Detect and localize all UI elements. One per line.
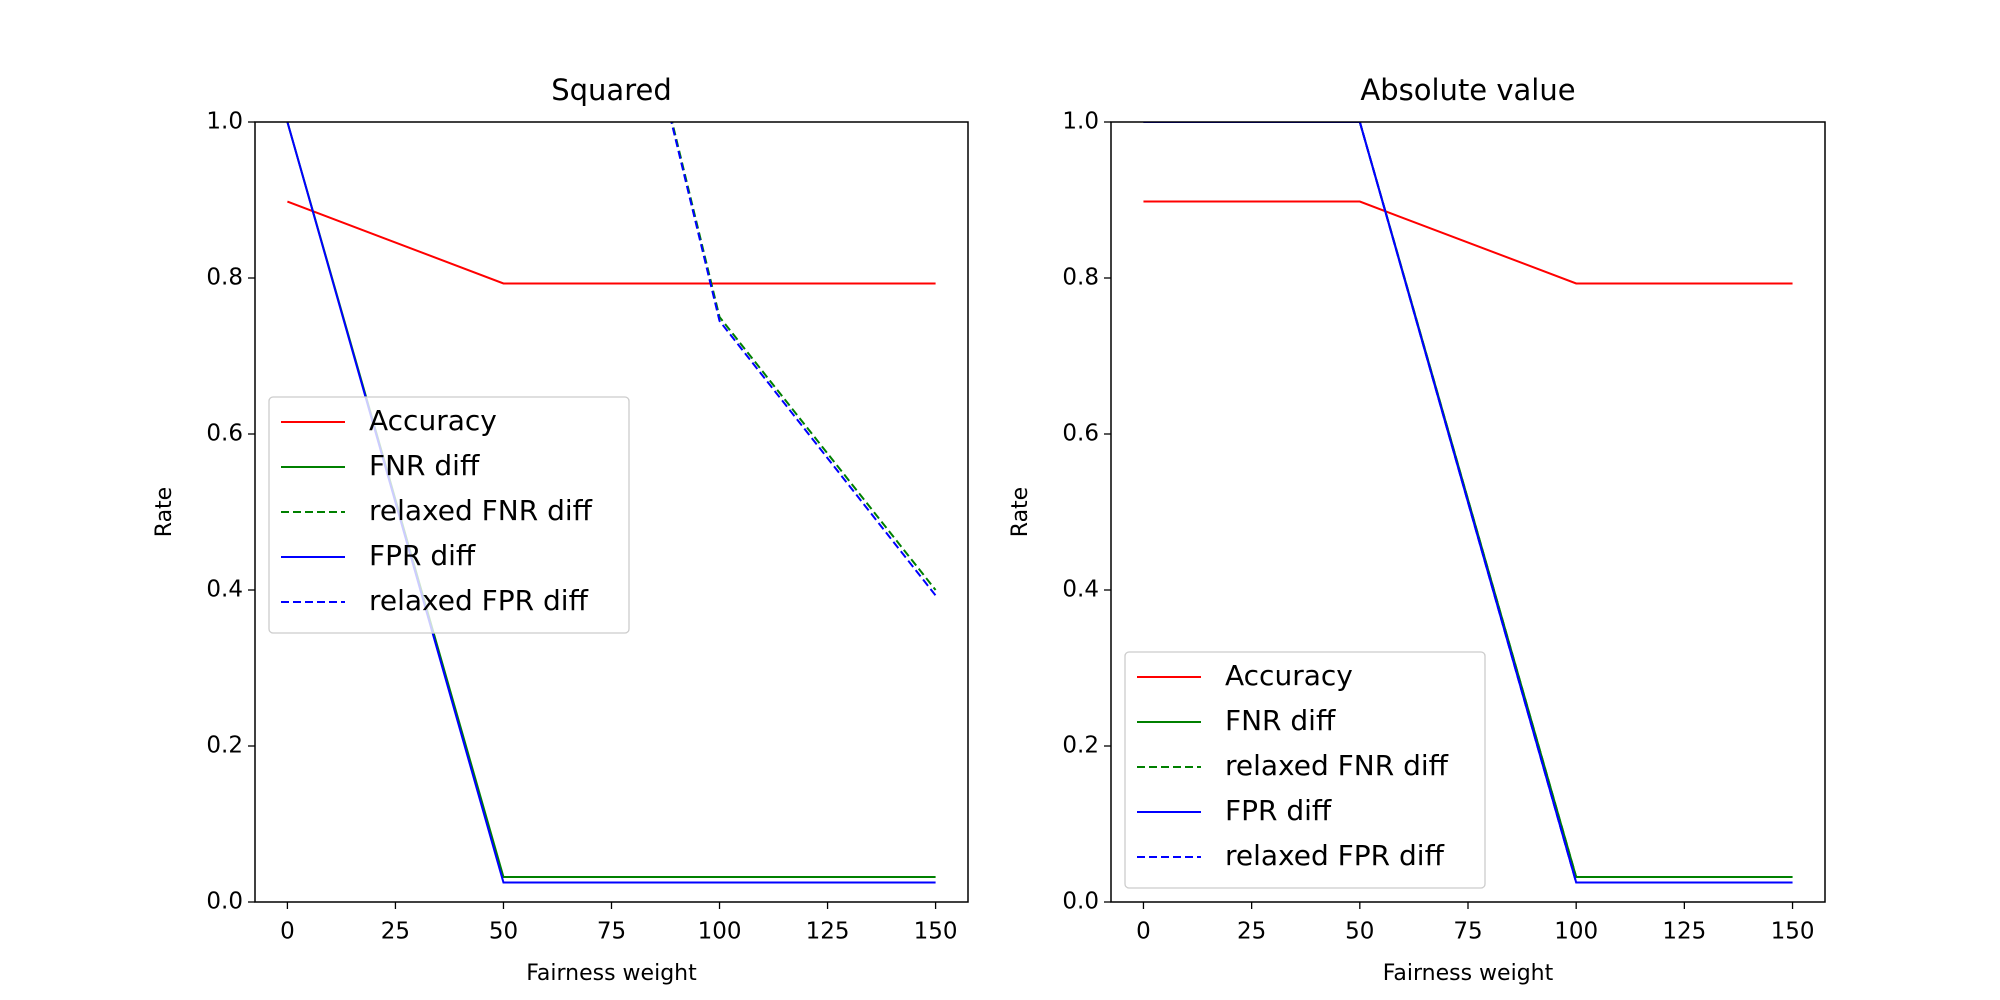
y-tick-label: 0.2 [1062,733,1099,759]
y-tick-label: 0.0 [206,889,243,915]
y-tick-label: 0.8 [1062,265,1099,291]
x-tick-label: 0 [280,919,295,945]
plot-area [286,122,937,884]
x-tick-label: 125 [806,919,850,945]
legend-label: Accuracy [369,404,497,437]
series-line [1143,122,1793,879]
x-tick-label: 75 [597,919,626,945]
legend-box [268,396,630,634]
legend-label: relaxed FPR diff [369,584,589,617]
series-line [1143,200,1793,285]
series-line [287,200,936,285]
y-tick-label: 0.8 [206,265,243,291]
axes-frame [254,121,969,903]
y-tick-label: 0.4 [206,577,243,603]
x-tick-label: 25 [1237,919,1266,945]
x-tick-label: 150 [914,919,958,945]
plot-area [1143,122,1793,884]
x-axis-label: Fairness weight [1383,961,1554,986]
y-tick-label: 1.0 [1062,109,1099,135]
legend-label: Accuracy [1225,659,1353,692]
series-line [1143,122,1793,884]
axes-frame [1110,121,1826,903]
y-axis-label: Rate [1008,487,1033,537]
x-tick-label: 0 [1136,919,1151,945]
x-tick-label: 75 [1453,919,1482,945]
x-tick-label: 50 [489,919,518,945]
chart-title: Squared [551,73,672,107]
x-tick-label: 125 [1662,919,1706,945]
chart-title: Absolute value [1360,73,1575,107]
x-tick-label: 150 [1771,919,1815,945]
legend-label: FNR diff [1225,704,1336,737]
legend-label: relaxed FNR diff [369,494,593,527]
legend-box [1124,651,1486,889]
legend: Accuracy FNR diff relaxed FNR diff FPR diff… [268,396,630,634]
legend-label: FPR diff [369,539,476,572]
y-tick-label: 0.6 [206,421,243,447]
y-tick-label: 0.2 [206,733,243,759]
y-tick-label: 0.4 [1062,577,1099,603]
y-tick-label: 0.0 [1062,889,1099,915]
x-axis-label: Fairness weight [526,961,697,986]
series-line [670,122,937,597]
legend-label: FNR diff [369,449,480,482]
y-tick-label: 1.0 [206,109,243,135]
legend: Accuracy FNR diff relaxed FNR diff FPR diff… [1124,651,1486,889]
x-tick-label: 25 [381,919,410,945]
x-tick-label: 100 [1554,919,1598,945]
legend-label: FPR diff [1225,794,1332,827]
legend-label: relaxed FPR diff [1225,839,1445,872]
legend-label: relaxed FNR diff [1225,749,1449,782]
y-axis-label: Rate [152,487,177,537]
y-tick-label: 0.6 [1062,421,1099,447]
x-tick-label: 50 [1345,919,1374,945]
x-tick-label: 100 [698,919,742,945]
